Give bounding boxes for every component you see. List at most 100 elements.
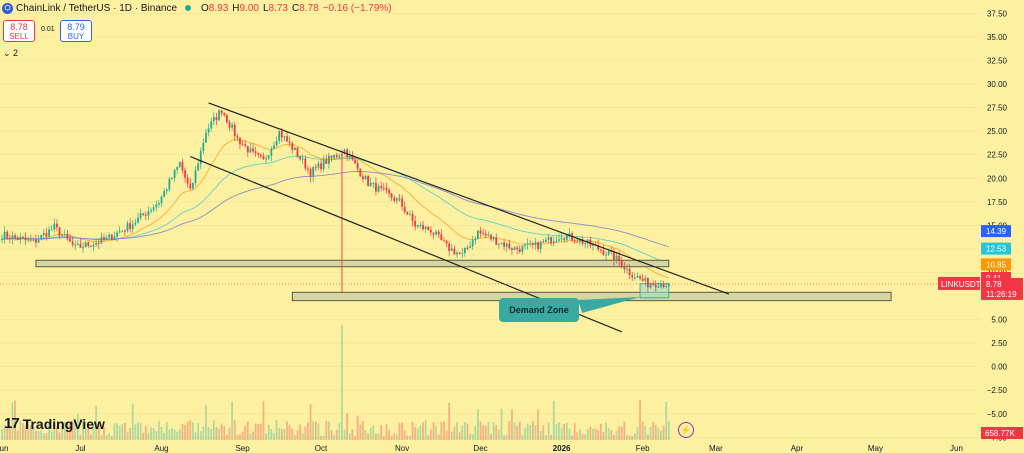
last-price-tag	[981, 277, 1023, 300]
volume-bar	[103, 427, 105, 440]
candle	[27, 239, 30, 241]
volume-bar	[134, 424, 137, 440]
volume-bar	[147, 432, 150, 440]
candle	[270, 148, 273, 156]
volume-bar	[37, 431, 40, 440]
candle	[280, 131, 283, 138]
candle	[48, 229, 50, 237]
candle	[158, 203, 160, 205]
volume-bar	[231, 401, 234, 440]
candle	[134, 222, 137, 225]
candle	[615, 255, 618, 261]
candle	[147, 211, 150, 216]
candle	[660, 283, 662, 287]
candle	[364, 175, 367, 180]
candle	[649, 284, 652, 288]
volume-bar	[84, 428, 87, 440]
candle	[202, 142, 205, 151]
volume-bar	[571, 435, 573, 440]
candle	[254, 151, 257, 154]
countdown-label: 11:26:19	[986, 290, 1017, 299]
candle	[367, 175, 369, 187]
candle	[419, 224, 422, 226]
volume-bar	[636, 427, 639, 440]
candle	[484, 233, 487, 236]
chainlink-logo-icon: ⬡	[2, 2, 13, 14]
volume-bar	[492, 422, 495, 440]
volume-bar	[542, 425, 545, 440]
candle	[79, 243, 82, 248]
volume-bar	[552, 400, 555, 440]
volume-bar	[338, 423, 341, 440]
market-status-icon	[185, 5, 192, 11]
candle	[613, 251, 615, 261]
channel-upper-line	[208, 102, 730, 295]
candle	[265, 158, 268, 160]
candle	[22, 237, 24, 239]
volume-bar	[576, 432, 579, 440]
candle	[471, 240, 474, 247]
buy-button[interactable]: 8.79 BUY	[60, 20, 92, 42]
candle	[563, 238, 566, 240]
candle	[432, 232, 435, 235]
volume-bar	[137, 422, 139, 440]
volume-bar	[375, 433, 377, 440]
volume-bar	[184, 425, 186, 440]
symbol-title[interactable]: ChainLink / TetherUS · 1D · Binance	[16, 2, 178, 14]
candle	[456, 252, 458, 255]
volume-bars	[1, 325, 670, 440]
volume-bar	[283, 429, 286, 440]
candle	[445, 241, 448, 244]
volume-bar	[558, 422, 560, 440]
volume-bar	[126, 431, 129, 440]
volume-bar	[660, 430, 662, 440]
candle	[375, 182, 377, 192]
volume-bar	[482, 425, 485, 440]
volume-bar	[309, 404, 312, 440]
volume-bar	[225, 434, 228, 440]
volume-bar	[448, 402, 451, 440]
volume-bar	[341, 325, 343, 440]
candle	[524, 244, 526, 246]
candle	[207, 128, 210, 133]
volume-bar	[40, 429, 43, 440]
volume-bar	[508, 420, 511, 440]
volume-bar	[181, 423, 184, 440]
candle	[82, 247, 84, 249]
candle	[333, 154, 336, 158]
candle	[314, 167, 317, 169]
candle	[58, 227, 61, 236]
candle	[531, 243, 534, 245]
sell-button[interactable]: 8.78 SELL	[3, 20, 35, 42]
volume-bar	[469, 433, 471, 440]
volume-bar	[364, 430, 367, 440]
candle	[90, 245, 92, 247]
volume-bar	[63, 421, 66, 440]
volume-bar	[218, 428, 220, 440]
volume-bar	[116, 423, 118, 440]
volume-bar	[113, 423, 116, 440]
candle	[385, 188, 388, 191]
volume-bar	[233, 420, 236, 440]
volume-bar	[568, 428, 571, 440]
volume-bar	[19, 420, 22, 440]
volume-bar	[110, 435, 113, 440]
candle	[427, 226, 430, 230]
volume-bar	[168, 429, 171, 440]
indicators-toggle[interactable]: ⌄ 2	[3, 48, 19, 58]
candle	[547, 237, 550, 240]
candle	[558, 239, 560, 241]
tradingview-logo[interactable]: 17 TradingView	[4, 415, 105, 432]
candle	[581, 239, 584, 244]
candle	[477, 230, 479, 239]
y-tick-label: 2.50	[991, 339, 1007, 348]
candle	[186, 177, 189, 184]
candle	[110, 234, 113, 241]
volume-bar	[327, 421, 330, 440]
flash-icon[interactable]: ⚡	[678, 422, 694, 438]
volume-bar	[220, 423, 223, 440]
volume-bar	[215, 426, 218, 440]
volume-bar	[241, 431, 244, 440]
